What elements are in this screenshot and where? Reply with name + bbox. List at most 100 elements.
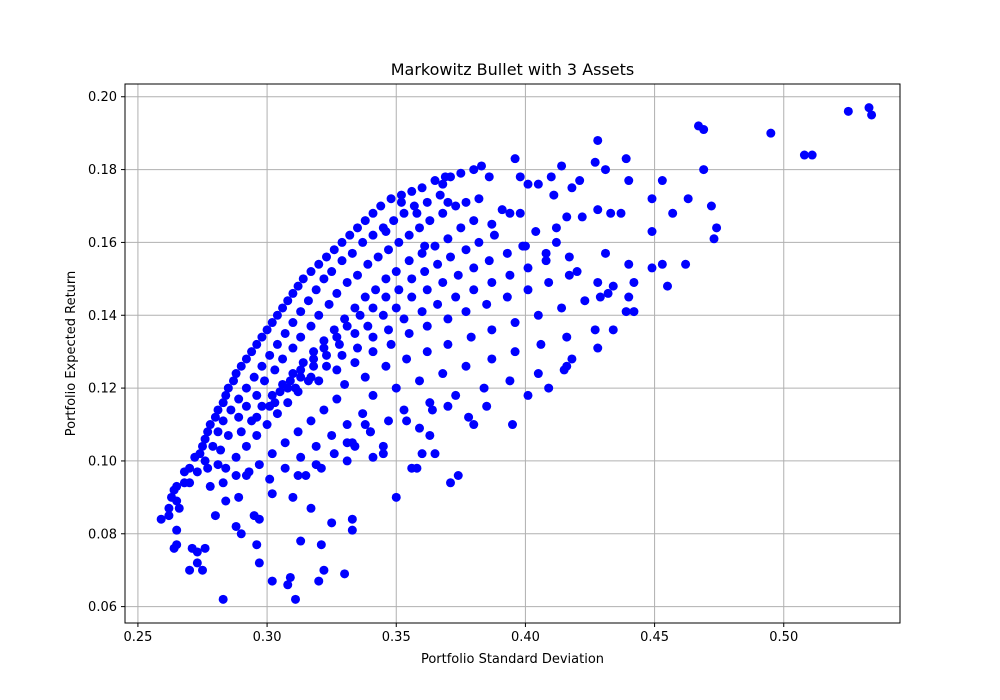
data-point — [407, 186, 417, 196]
y-tick-label: 0.16 — [88, 236, 117, 251]
data-point — [350, 303, 360, 313]
data-point — [466, 332, 476, 342]
data-point — [218, 478, 228, 488]
data-point — [799, 150, 809, 160]
data-point — [541, 248, 551, 258]
data-point — [435, 190, 445, 200]
data-point — [484, 172, 494, 182]
data-point — [443, 339, 453, 349]
data-point — [549, 190, 559, 200]
data-point — [231, 452, 241, 462]
data-point — [301, 471, 311, 481]
data-point — [394, 285, 404, 295]
data-point — [221, 463, 231, 473]
data-point — [446, 252, 455, 262]
data-point — [185, 478, 195, 488]
data-point — [515, 172, 525, 182]
data-point — [291, 594, 300, 604]
data-point — [606, 208, 616, 218]
data-point — [221, 390, 231, 400]
data-point — [368, 452, 378, 462]
x-tick-label: 0.50 — [769, 630, 798, 645]
data-point — [624, 176, 634, 186]
data-point — [663, 281, 672, 291]
data-point — [438, 369, 448, 379]
data-point — [303, 296, 313, 306]
data-point — [360, 372, 370, 382]
data-point — [327, 267, 337, 277]
data-point — [567, 354, 577, 364]
data-point — [474, 194, 484, 204]
data-point — [306, 416, 316, 426]
data-point — [350, 358, 360, 368]
data-point — [360, 420, 370, 430]
data-point — [358, 237, 368, 247]
data-point — [252, 412, 262, 422]
data-point — [234, 412, 244, 422]
data-point — [469, 285, 479, 295]
x-axis-ticks: 0.25 0.30 0.35 0.40 0.45 0.50 — [123, 623, 798, 645]
data-point — [185, 565, 195, 575]
data-point — [283, 580, 293, 590]
data-point — [306, 321, 316, 331]
data-point — [342, 420, 352, 430]
data-point — [593, 205, 603, 215]
data-point — [314, 576, 324, 586]
data-point — [342, 321, 352, 331]
data-point — [231, 369, 241, 379]
data-point — [399, 208, 409, 218]
data-point — [257, 401, 267, 411]
data-point — [198, 441, 207, 451]
data-point — [306, 267, 316, 277]
data-point — [314, 310, 324, 320]
data-point — [353, 270, 362, 280]
data-point — [285, 572, 295, 582]
data-point — [244, 467, 254, 477]
data-point — [327, 518, 337, 528]
data-point — [231, 521, 241, 531]
data-point — [332, 365, 342, 375]
data-point — [272, 310, 282, 320]
data-point — [531, 226, 541, 236]
data-point — [267, 489, 277, 499]
data-point — [267, 576, 277, 586]
data-point — [342, 438, 352, 448]
data-point — [425, 216, 435, 226]
data-point — [482, 299, 492, 309]
y-tick-label: 0.08 — [88, 527, 117, 542]
data-point — [564, 252, 574, 262]
data-point — [247, 347, 257, 357]
data-point — [541, 256, 551, 266]
y-tick-label: 0.06 — [88, 600, 117, 615]
data-point — [487, 354, 497, 364]
y-axis-ticks: 0.06 0.08 0.10 0.12 0.14 0.16 0.18 0.20 — [88, 90, 125, 615]
data-point — [373, 252, 383, 262]
data-point — [174, 503, 184, 513]
data-point — [430, 241, 440, 251]
data-point — [322, 350, 331, 360]
y-tick-label: 0.20 — [88, 90, 117, 105]
data-point — [368, 332, 378, 342]
data-point — [213, 405, 223, 415]
data-point — [205, 420, 215, 430]
data-point — [647, 226, 657, 236]
data-point — [376, 201, 386, 211]
data-point — [293, 281, 303, 291]
data-point — [316, 540, 326, 550]
data-point — [559, 365, 569, 375]
data-point — [420, 241, 430, 251]
data-point — [381, 292, 391, 302]
data-point — [443, 401, 453, 411]
data-point — [280, 463, 290, 473]
data-point — [523, 390, 533, 400]
data-point — [546, 172, 556, 182]
data-point — [415, 223, 424, 233]
data-point — [353, 343, 362, 353]
data-point — [438, 208, 448, 218]
data-point — [451, 292, 461, 302]
data-point — [657, 259, 667, 269]
data-point — [347, 248, 357, 258]
data-point — [218, 594, 228, 604]
x-axis-label: Portfolio Standard Deviation — [421, 652, 604, 667]
data-point — [712, 223, 722, 233]
